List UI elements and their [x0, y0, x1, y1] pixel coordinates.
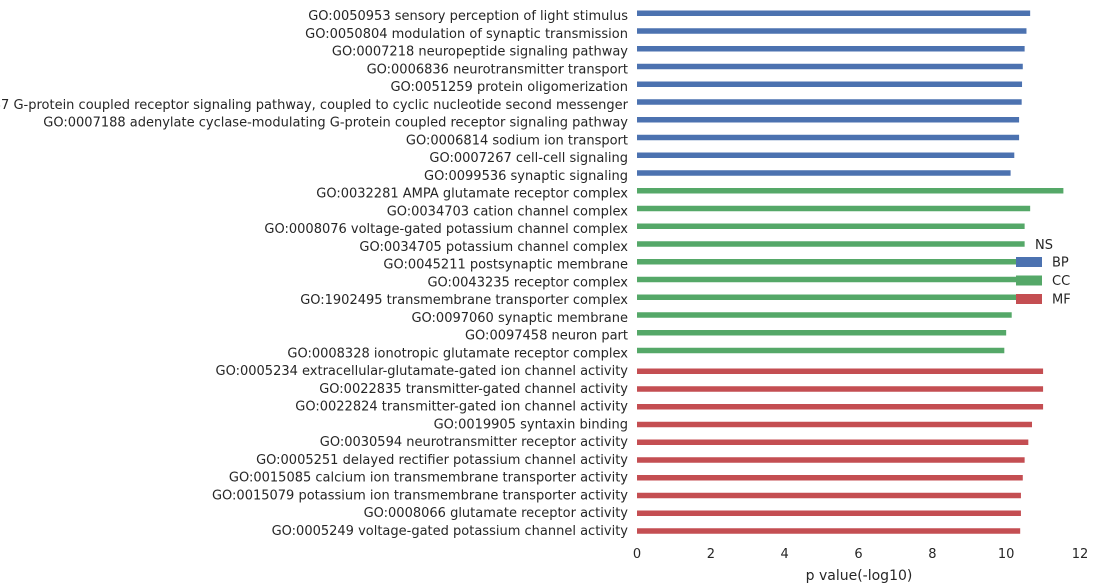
legend-entries: BP CC MF: [1016, 256, 1071, 308]
bar-mf: [637, 457, 1025, 463]
legend-title: NS: [1035, 238, 1053, 253]
bar-bp: [637, 117, 1020, 123]
bar-mf: [637, 404, 1044, 410]
x-tick-label: 8: [928, 547, 936, 562]
x-tick-label: 0: [633, 547, 641, 562]
category-label: GO:0008076 voltage-gated potassium chann…: [264, 222, 628, 237]
category-label: GO:0032281 AMPA glutamate receptor compl…: [316, 187, 628, 202]
bar-bp: [637, 81, 1023, 87]
x-tick-label: 2: [707, 547, 715, 562]
category-label: GO:0007267 cell-cell signaling: [429, 151, 628, 166]
x-tick-label: 4: [781, 547, 789, 562]
category-label: GO:0099536 synaptic signaling: [424, 169, 628, 184]
x-tick-label: 6: [854, 547, 862, 562]
bar-cc: [637, 241, 1025, 247]
bar-cc: [637, 294, 1018, 300]
category-label: GO:0034703 cation channel complex: [387, 204, 629, 219]
bar-cc: [637, 188, 1064, 194]
bar-cc: [637, 276, 1021, 283]
category-label: GO:0015079 potassium ion transmembrane t…: [212, 488, 628, 503]
category-label: GO:0005249 voltage-gated potassium chann…: [272, 524, 629, 539]
bars: [637, 10, 1064, 534]
category-label: GO:0045211 postsynaptic membrane: [383, 258, 628, 273]
x-tick-label: 10: [998, 547, 1015, 562]
category-label: GO:0030594 neurotransmitter receptor act…: [320, 435, 629, 450]
bar-mf: [637, 510, 1021, 516]
bar-cc: [637, 330, 1007, 336]
category-label: GO:0008328 ionotropic glutamate receptor…: [287, 346, 628, 361]
category-label: GO:0022824 transmitter-gated ion channel…: [295, 400, 628, 415]
category-label: GO:0019905 syntaxin binding: [434, 417, 628, 432]
category-label: GO:1902495 transmembrane transporter com…: [300, 293, 628, 308]
bar-bp: [637, 99, 1022, 105]
bar-bp: [637, 170, 1011, 176]
category-label: GO:0043235 receptor complex: [427, 275, 628, 290]
x-tick-label: 12: [1072, 547, 1089, 562]
bar-mf: [637, 492, 1021, 499]
legend-swatch-bp: [1016, 257, 1042, 267]
x-axis-ticks: 0 2 4 6 8 10 12: [633, 547, 1088, 562]
category-label: GO:0015085 calcium ion transmembrane tra…: [229, 471, 628, 486]
category-label: GO:0097060 synaptic membrane: [411, 311, 628, 326]
bar-mf: [637, 386, 1044, 392]
legend-label-bp: BP: [1052, 256, 1069, 271]
bar-mf: [637, 439, 1029, 445]
category-label: GO:0008066 glutamate receptor activity: [364, 506, 629, 521]
category-label: GO:0050804 modulation of synaptic transm…: [305, 27, 628, 42]
bar-bp: [637, 10, 1031, 16]
bar-cc: [637, 205, 1031, 212]
x-axis-title: p value(-log10): [806, 568, 913, 584]
bar-bp: [637, 152, 1015, 158]
category-label: GO:0022835 transmitter-gated channel act…: [319, 382, 628, 397]
category-labels: GO:0050953 sensory perception of light s…: [0, 9, 629, 539]
category-label: GO:0006836 neurotransmitter transport: [367, 62, 628, 77]
bar-bp: [637, 134, 1020, 141]
category-label: GO:0097458 neuron part: [465, 329, 628, 344]
bar-bp: [637, 28, 1027, 34]
bar-mf: [637, 475, 1023, 481]
bar-cc: [637, 259, 1023, 265]
category-label: GO:0006814 sodium ion transport: [406, 133, 628, 148]
category-label: GO:0005251 delayed rectifier potassium c…: [256, 453, 628, 468]
category-label: GO:0034705 potassium channel complex: [359, 240, 628, 255]
category-label: GO:0050953 sensory perception of light s…: [308, 9, 628, 24]
bar-mf: [637, 421, 1033, 428]
legend-swatch-cc: [1016, 275, 1042, 286]
category-label: GO:0051259 protein oligomerization: [390, 80, 628, 95]
bar-cc: [637, 312, 1012, 318]
bar-cc: [637, 223, 1025, 229]
category-label: GO:0007188 adenylate cyclase-modulating …: [43, 116, 628, 131]
legend-label-mf: MF: [1052, 293, 1071, 308]
bar-cc: [637, 347, 1005, 354]
bar-bp: [637, 63, 1023, 70]
legend-label-cc: CC: [1052, 274, 1070, 289]
legend: NS BP CC MF: [1016, 238, 1071, 308]
bar-mf: [637, 528, 1021, 534]
bar-mf: [637, 368, 1044, 374]
legend-swatch-mf: [1016, 294, 1042, 304]
category-label: GO:0007218 neuropeptide signaling pathwa…: [332, 45, 628, 60]
category-label: GO:0007187 G-protein coupled receptor si…: [0, 98, 629, 113]
bar-bp: [637, 46, 1025, 52]
category-label: GO:0005234 extracellular-glutamate-gated…: [216, 364, 629, 379]
